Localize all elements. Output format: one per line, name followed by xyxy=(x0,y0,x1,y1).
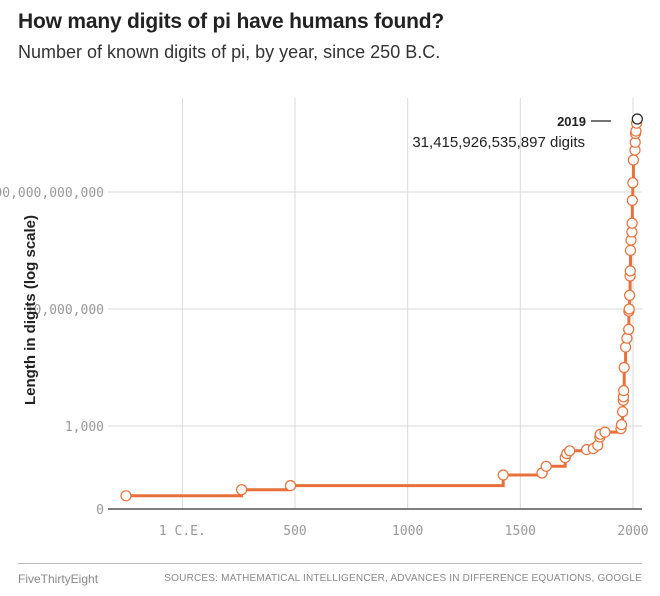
record-marker xyxy=(626,217,638,229)
record-marker xyxy=(618,385,630,397)
record-marker xyxy=(540,460,552,472)
chart-title: How many digits of pi have humans found? xyxy=(18,10,445,33)
x-tick-label: 1500 xyxy=(505,524,536,539)
record-marker xyxy=(615,419,628,431)
axes: 1 C.E. 500 1000 1500 2000 0 1,000 10,000,000 100… xyxy=(0,186,649,539)
x-tick-label: 1 C.E. xyxy=(159,524,206,539)
record-marker xyxy=(120,490,132,502)
record-marker xyxy=(497,469,509,481)
record-marker xyxy=(627,177,639,189)
footer-sources: SOURCES: MATHEMATICAL INTELLIGENCER, ADV… xyxy=(164,573,642,584)
record-marker xyxy=(623,323,635,335)
y-tick-label: 1,000 xyxy=(65,420,104,435)
y-axis-label: Length in digits (log scale) xyxy=(22,215,39,405)
annotation-year: 2019 xyxy=(557,114,586,129)
chart-subtitle: Number of known digits of pi, by year, s… xyxy=(18,42,441,62)
record-marker xyxy=(616,406,629,418)
annotation-digits: 31,415,926,535,897 digits xyxy=(412,134,585,151)
record-marker xyxy=(623,289,636,301)
y-tick-label: 0 xyxy=(96,503,104,518)
y-tick-label: 10,000,000 xyxy=(26,303,104,318)
record-marker xyxy=(623,303,635,315)
record-marker xyxy=(627,154,640,166)
record-marker xyxy=(236,484,248,496)
record-marker xyxy=(599,426,611,438)
record-marker xyxy=(624,265,636,277)
record-marker xyxy=(284,480,297,492)
x-tick-label: 1000 xyxy=(392,524,423,539)
series-digits xyxy=(120,113,643,502)
record-marker xyxy=(626,194,638,206)
record-marker xyxy=(618,361,630,374)
record-annotation: 2019 31,415,926,535,897 digits xyxy=(412,114,611,151)
record-marker xyxy=(564,445,576,457)
grid xyxy=(108,98,642,509)
record-marker xyxy=(624,244,637,256)
footer-brand: FiveThirtyEight xyxy=(18,572,99,586)
latest-record-marker xyxy=(631,113,643,125)
y-tick-label: 100,000,000,000 xyxy=(0,186,104,201)
footer-divider xyxy=(18,563,642,564)
series-step-line xyxy=(126,119,639,498)
x-tick-label: 500 xyxy=(283,524,306,539)
x-tick-label: 2000 xyxy=(617,524,648,539)
pi-digits-chart: 1 C.E. 500 1000 1500 2000 0 1,000 10,000,000 100… xyxy=(0,98,649,539)
